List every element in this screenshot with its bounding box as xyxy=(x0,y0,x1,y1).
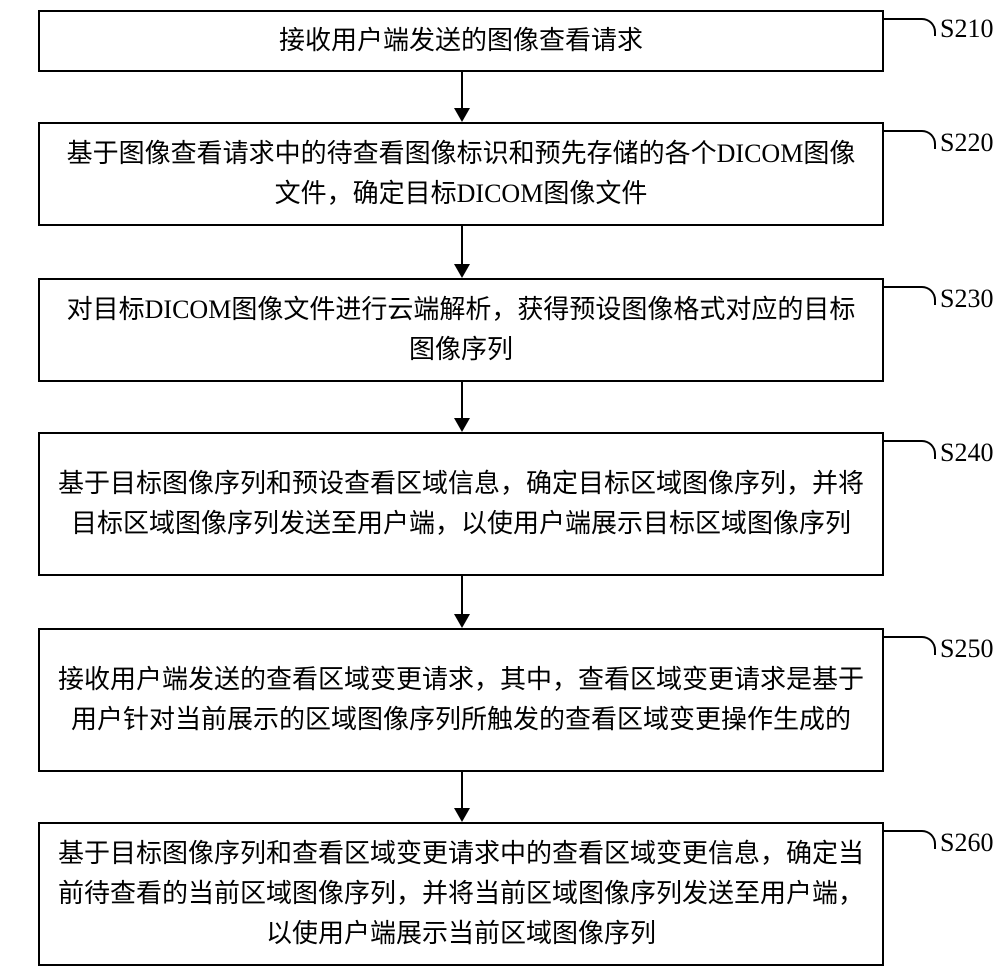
step-text-S240: 基于目标图像序列和预设查看区域信息，确定目标区域图像序列，并将目标区域图像序列发… xyxy=(58,464,864,545)
step-text-S250: 接收用户端发送的查看区域变更请求，其中，查看区域变更请求是基于用户针对当前展示的… xyxy=(58,660,864,741)
step-text-S210: 接收用户端发送的图像查看请求 xyxy=(58,21,864,61)
step-box-S220: 基于图像查看请求中的待查看图像标识和预先存储的各个DICOM图像文件，确定目标D… xyxy=(38,122,884,226)
arrow-head-1 xyxy=(454,264,470,278)
label-connector-S240 xyxy=(884,440,936,459)
label-connector-S220 xyxy=(884,130,936,149)
step-box-S210: 接收用户端发送的图像查看请求 xyxy=(38,10,884,72)
flowchart-canvas: 接收用户端发送的图像查看请求 S210 基于图像查看请求中的待查看图像标识和预先存储… xyxy=(0,0,1000,977)
step-text-S230: 对目标DICOM图像文件进行云端解析，获得预设图像格式对应的目标图像序列 xyxy=(58,290,864,371)
label-connector-S250 xyxy=(884,636,936,655)
step-box-S230: 对目标DICOM图像文件进行云端解析，获得预设图像格式对应的目标图像序列 xyxy=(38,278,884,382)
step-label-S210: S210 xyxy=(940,14,993,44)
arrow-head-3 xyxy=(454,614,470,628)
step-label-S240: S240 xyxy=(940,438,993,468)
arrow-head-4 xyxy=(454,808,470,822)
arrow-line-3 xyxy=(461,576,463,614)
label-connector-S210 xyxy=(884,18,936,36)
label-connector-S260 xyxy=(884,830,936,849)
arrow-head-0 xyxy=(454,108,470,122)
arrow-head-2 xyxy=(454,418,470,432)
step-box-S240: 基于目标图像序列和预设查看区域信息，确定目标区域图像序列，并将目标区域图像序列发… xyxy=(38,432,884,576)
step-label-S250: S250 xyxy=(940,634,993,664)
arrow-line-0 xyxy=(461,72,463,108)
step-label-S260: S260 xyxy=(940,828,993,858)
step-text-S260: 基于目标图像序列和查看区域变更请求中的查看区域变更信息，确定当前待查看的当前区域… xyxy=(58,834,864,955)
arrow-line-2 xyxy=(461,382,463,418)
arrow-line-1 xyxy=(461,226,463,264)
step-box-S250: 接收用户端发送的查看区域变更请求，其中，查看区域变更请求是基于用户针对当前展示的… xyxy=(38,628,884,772)
step-label-S230: S230 xyxy=(940,284,993,314)
step-text-S220: 基于图像查看请求中的待查看图像标识和预先存储的各个DICOM图像文件，确定目标D… xyxy=(58,134,864,215)
step-box-S260: 基于目标图像序列和查看区域变更请求中的查看区域变更信息，确定当前待查看的当前区域… xyxy=(38,822,884,966)
step-label-S220: S220 xyxy=(940,128,993,158)
label-connector-S230 xyxy=(884,286,936,305)
arrow-line-4 xyxy=(461,772,463,808)
